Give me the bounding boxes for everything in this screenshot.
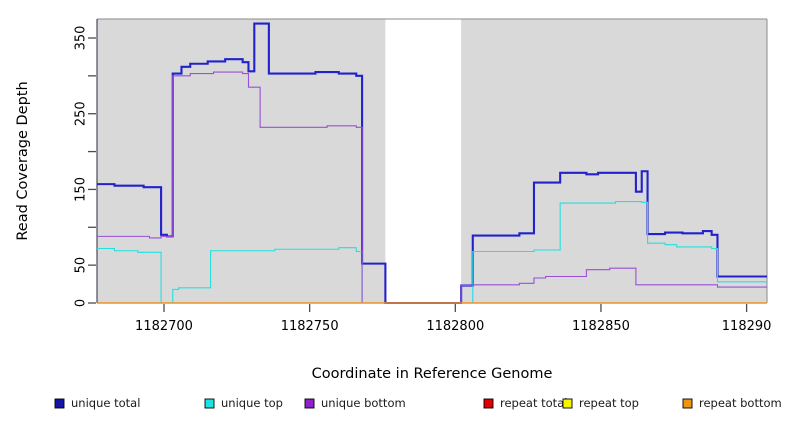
legend-item-unique-top[interactable]: unique top (204, 396, 283, 410)
legend-swatch (54, 398, 65, 409)
legend-label: unique total (71, 396, 140, 410)
panel-border (96, 18, 768, 303)
data-series-layer (97, 22, 767, 305)
chart-legend: unique total unique top unique bottom repea… (54, 396, 782, 410)
x-tick-label: 1182850 (572, 319, 630, 334)
y-axis-title: Read Coverage Depth (15, 81, 31, 240)
gap-region-0 (385, 19, 462, 303)
y-tick-label: 50 (74, 257, 89, 274)
series-unique-bottom (97, 71, 767, 304)
y-axis: 0 50 150 250 350 (74, 26, 96, 307)
x-tick-label: 1182800 (426, 319, 484, 334)
legend-item-repeat-bottom[interactable]: repeat bottom (682, 396, 782, 410)
y-tick-label: 350 (74, 26, 89, 51)
legend-item-unique-bottom[interactable]: unique bottom (304, 396, 406, 410)
legend-item-repeat-total[interactable]: repeat total (483, 396, 567, 410)
legend-label: unique bottom (321, 396, 406, 410)
legend-item-repeat-top[interactable]: repeat top (562, 396, 639, 410)
legend-label: repeat top (579, 396, 639, 410)
x-axis-title: Coordinate in Reference Genome (312, 366, 553, 382)
no-data-gap-regions (385, 19, 462, 303)
x-tick-label: 1182700 (135, 319, 193, 334)
y-tick-label: 0 (74, 299, 89, 307)
legend-label: repeat bottom (699, 396, 782, 410)
y-tick-label: 150 (74, 177, 89, 202)
legend-swatch (682, 398, 693, 409)
legend-swatch (483, 398, 494, 409)
x-tick-label: 1182750 (281, 319, 339, 334)
x-axis: 1182700 1182750 1182800 1182850 118290 (135, 304, 771, 334)
legend-label: unique top (221, 396, 283, 410)
y-tick-label: 250 (74, 101, 89, 126)
legend-item-unique-total[interactable]: unique total (54, 396, 140, 410)
legend-swatch (204, 398, 215, 409)
legend-label: repeat total (500, 396, 567, 410)
legend-swatch (304, 398, 315, 409)
legend-swatch (562, 398, 573, 409)
x-tick-label: 118290 (722, 319, 772, 334)
